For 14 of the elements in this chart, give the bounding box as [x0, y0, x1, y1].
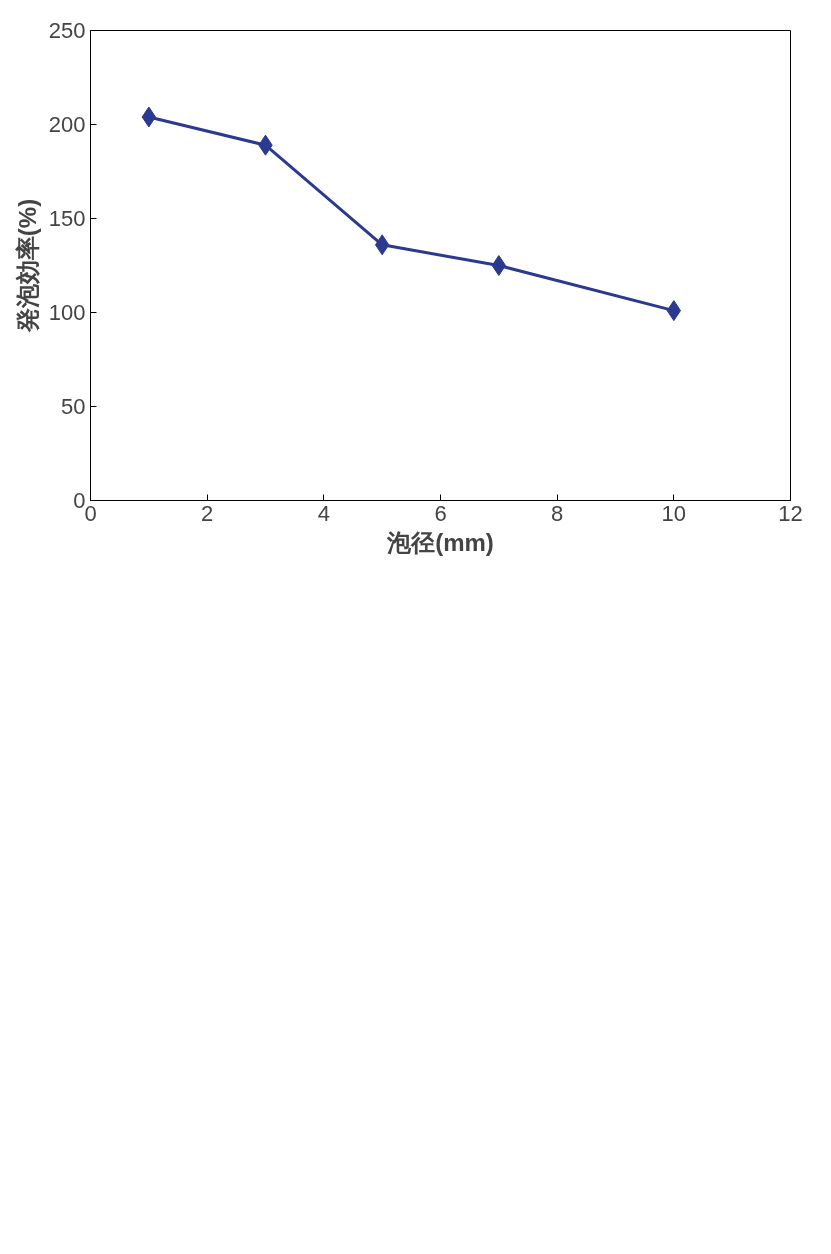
point [491, 255, 506, 276]
x-tick-label: 4 [317, 500, 330, 526]
x-tick-label: 12 [778, 500, 803, 526]
y-axis-title: 発泡効率(%) [13, 198, 41, 334]
y-tick-label: 250 [48, 18, 86, 43]
x-tick-label: 10 [661, 500, 687, 526]
y-tick-label: 100 [48, 300, 86, 325]
x-axis-title: 泡径(mm) [386, 528, 494, 556]
y-tick-label: 150 [48, 206, 86, 231]
x-tick-label: 6 [434, 500, 447, 526]
x-tick-label: 2 [201, 500, 214, 526]
y-tick-label: 200 [48, 112, 86, 137]
y-tick-label: 50 [61, 394, 86, 419]
x-tick-label: 8 [551, 500, 564, 526]
